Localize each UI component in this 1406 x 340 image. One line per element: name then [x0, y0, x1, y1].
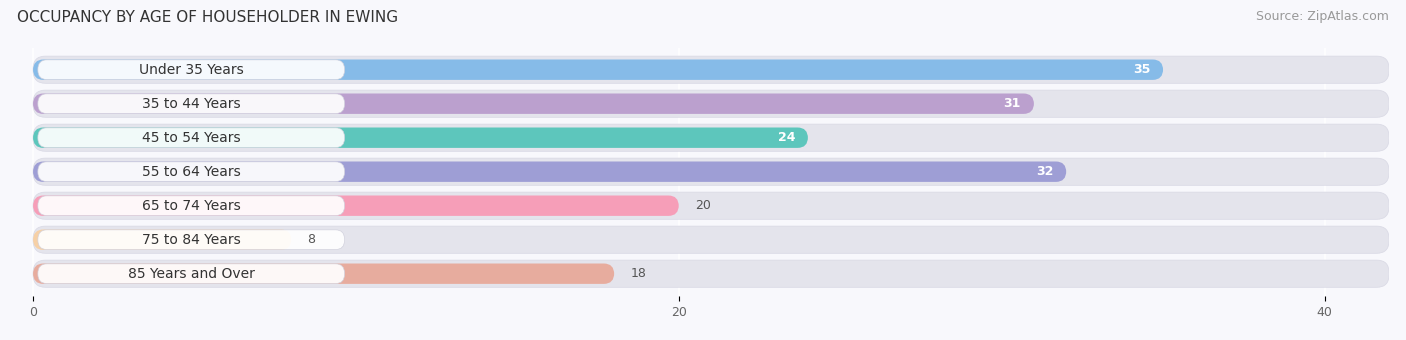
FancyBboxPatch shape [32, 59, 1163, 80]
Text: 45 to 54 Years: 45 to 54 Years [142, 131, 240, 145]
Text: Source: ZipAtlas.com: Source: ZipAtlas.com [1256, 10, 1389, 23]
Text: 18: 18 [630, 267, 647, 280]
FancyBboxPatch shape [32, 195, 679, 216]
FancyBboxPatch shape [32, 158, 1389, 185]
FancyBboxPatch shape [32, 192, 1389, 219]
FancyBboxPatch shape [32, 124, 1389, 151]
FancyBboxPatch shape [32, 94, 1033, 114]
Text: Under 35 Years: Under 35 Years [139, 63, 243, 77]
Text: OCCUPANCY BY AGE OF HOUSEHOLDER IN EWING: OCCUPANCY BY AGE OF HOUSEHOLDER IN EWING [17, 10, 398, 25]
Text: 20: 20 [695, 199, 711, 212]
FancyBboxPatch shape [38, 94, 344, 114]
FancyBboxPatch shape [38, 264, 344, 284]
FancyBboxPatch shape [32, 260, 1389, 287]
FancyBboxPatch shape [38, 162, 344, 182]
Text: 85 Years and Over: 85 Years and Over [128, 267, 254, 281]
FancyBboxPatch shape [32, 90, 1389, 117]
Text: 65 to 74 Years: 65 to 74 Years [142, 199, 240, 213]
Text: 35: 35 [1133, 63, 1150, 76]
FancyBboxPatch shape [38, 128, 344, 148]
Text: 31: 31 [1004, 97, 1021, 110]
Text: 24: 24 [778, 131, 794, 144]
FancyBboxPatch shape [32, 162, 1066, 182]
FancyBboxPatch shape [32, 56, 1389, 83]
Text: 8: 8 [308, 233, 315, 246]
Text: 32: 32 [1036, 165, 1053, 178]
Text: 75 to 84 Years: 75 to 84 Years [142, 233, 240, 247]
FancyBboxPatch shape [38, 196, 344, 216]
FancyBboxPatch shape [32, 128, 808, 148]
FancyBboxPatch shape [32, 226, 1389, 253]
FancyBboxPatch shape [38, 60, 344, 80]
Text: 55 to 64 Years: 55 to 64 Years [142, 165, 240, 179]
Text: 35 to 44 Years: 35 to 44 Years [142, 97, 240, 111]
FancyBboxPatch shape [32, 264, 614, 284]
FancyBboxPatch shape [32, 230, 291, 250]
FancyBboxPatch shape [38, 230, 344, 250]
